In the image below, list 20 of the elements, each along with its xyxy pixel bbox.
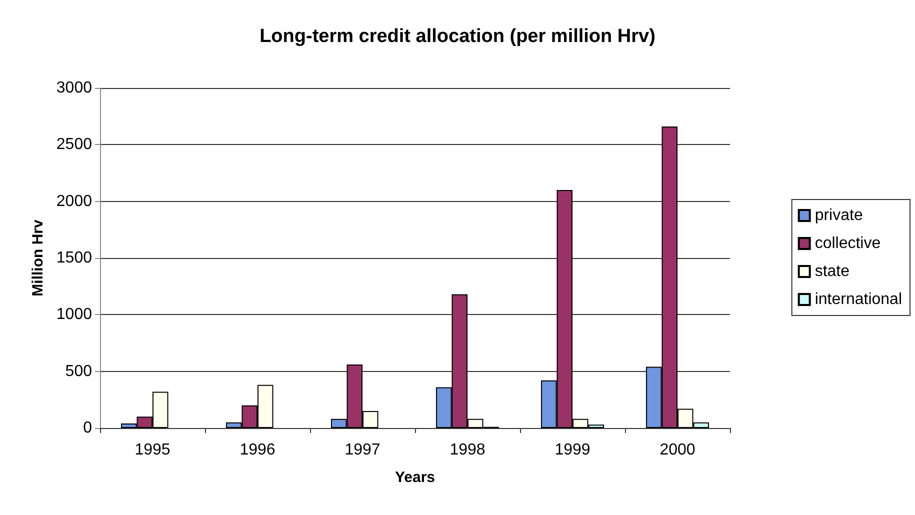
- x-tick-label: 1998: [450, 442, 486, 458]
- y-tick-label: 1500: [56, 250, 92, 266]
- y-tick-label: 2500: [56, 136, 92, 154]
- x-tick-label: 2000: [660, 442, 696, 458]
- y-tick-label: 2000: [56, 192, 92, 210]
- x-axis-title: Years: [394, 469, 436, 486]
- y-tick-label: 3000: [56, 80, 92, 96]
- x-tick-label: 1997: [344, 442, 380, 458]
- x-tick-label: 1999: [554, 442, 590, 458]
- x-tick-label: 1996: [240, 442, 276, 458]
- y-axis-title: Million Hrv: [30, 219, 47, 296]
- legend-label: private: [814, 207, 863, 224]
- y-tick-label: 1000: [56, 306, 92, 324]
- x-tick-label: 1995: [134, 442, 170, 458]
- y-tick-label: 0: [83, 420, 92, 436]
- legend-label: collective: [814, 235, 881, 252]
- y-tick-label: 500: [65, 362, 92, 380]
- legend-label: international: [814, 291, 902, 308]
- legend-label: state: [814, 263, 850, 280]
- chart-title: Long-term credit allocation (per million Hrv): [260, 26, 656, 47]
